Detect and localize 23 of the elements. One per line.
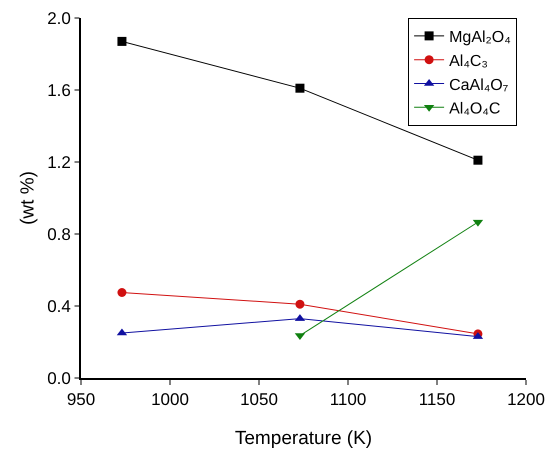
legend-label: Al₄O₄C <box>449 100 500 118</box>
point <box>295 300 304 309</box>
point <box>473 156 482 165</box>
y-tick-label: 1.6 <box>47 80 71 100</box>
x-tick-label: 1000 <box>151 390 189 410</box>
point <box>117 36 126 46</box>
y-tick-label: 1.2 <box>47 152 71 172</box>
x-tick-label: 1050 <box>240 390 278 410</box>
y-tick-label: 0.0 <box>47 368 71 388</box>
point <box>117 288 126 297</box>
point <box>295 84 304 93</box>
legend-label: CaAl₄O₇ <box>449 76 508 94</box>
y-tick-label: 0.8 <box>47 224 71 244</box>
legend-label: MgAl₂O₄ <box>449 29 511 46</box>
y-axis-title: (wt %) <box>18 171 39 225</box>
x-tick-label: 950 <box>66 390 96 410</box>
y-tick-label: 0.4 <box>47 296 71 316</box>
y-tick-label: 2.0 <box>47 8 71 28</box>
x-tick-label: 1100 <box>330 390 366 410</box>
legend-label: Al₄C₃ <box>449 52 488 70</box>
x-axis-title: Temperature (K) <box>234 428 372 449</box>
x-tick-label: 1150 <box>418 390 456 410</box>
x-tick-label: 1200 <box>507 390 545 410</box>
